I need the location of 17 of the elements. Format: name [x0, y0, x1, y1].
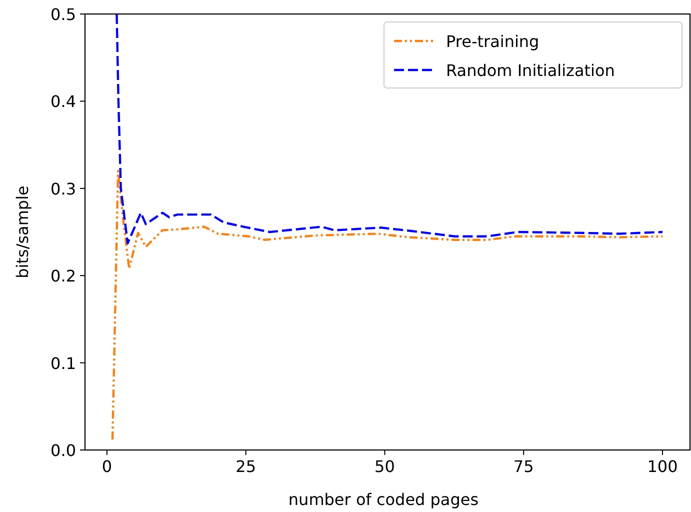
- y-tick-label: 0.4: [50, 92, 76, 112]
- y-tick-label: 0.1: [50, 354, 76, 373]
- x-tick-label: 50: [374, 457, 395, 476]
- y-tick-label: 0.0: [50, 441, 76, 460]
- line-series: [116, 14, 664, 244]
- x-tick-label: 100: [647, 457, 678, 476]
- y-tick-label: 0.3: [50, 179, 76, 198]
- y-axis-title: bits/sample: [13, 186, 32, 278]
- legend-label: Random Initialization: [446, 61, 615, 80]
- y-tick-label: 0.2: [50, 266, 76, 286]
- legend-label: Pre-training: [446, 32, 540, 51]
- x-tick-label: 75: [513, 457, 534, 476]
- line-series: [111, 170, 664, 441]
- x-tick-label: 25: [236, 457, 256, 476]
- x-tick-label: 0: [102, 457, 112, 476]
- y-tick-label: 0.5: [50, 5, 76, 24]
- x-axis-title: number of coded pages: [288, 490, 479, 509]
